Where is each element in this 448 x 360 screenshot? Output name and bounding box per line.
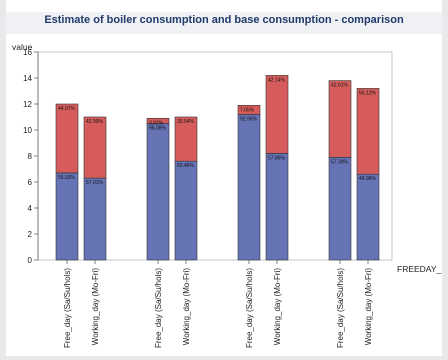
bar-segment-boiler (83, 116, 107, 179)
y-tick-label: 6 (28, 178, 33, 187)
data-label: 42.99% (86, 119, 104, 125)
y-tick-label: 14 (23, 74, 32, 83)
data-label: 57.39% (331, 159, 349, 165)
data-label: 49.98% (359, 176, 377, 182)
bar-segment-base (83, 177, 107, 261)
data-label: 69.46% (177, 163, 195, 169)
data-label: 7.05% (240, 107, 255, 113)
chart-panel: Estimate of boiler consumption and base … (6, 0, 442, 356)
bar-segment-base (237, 114, 261, 261)
y-tick-label: 8 (28, 152, 33, 161)
data-label: 92.96% (240, 116, 258, 122)
chart-canvas: value FREEDAY_ 0 2 4 6 8 10 12 14 16 44.07% 55.93%… (12, 42, 442, 348)
bar-segment-base (174, 160, 198, 261)
data-label: 55.93% (58, 175, 76, 181)
y-tick-label: 16 (23, 48, 32, 57)
data-label: 44.07% (58, 106, 76, 112)
bar-segment-base (265, 153, 289, 261)
data-label: 57.01% (86, 180, 104, 186)
bar-segment-base (146, 123, 170, 261)
bar-segment-boiler (356, 88, 380, 175)
bar-segment-boiler (265, 75, 289, 154)
data-label: 50.12% (359, 90, 377, 96)
y-tick-label: 0 (28, 256, 33, 265)
y-tick-label: 4 (28, 204, 33, 213)
x-tick-label: Working_day (Mo-Fri) (273, 268, 282, 346)
x-tick-label: Free_day (Sa/Su/hols) (336, 268, 345, 348)
bar-segment-base (328, 157, 352, 261)
title-band (6, 12, 442, 34)
x-tick-label: Working_day (Mo-Fri) (364, 268, 373, 346)
data-label: 30.54% (177, 119, 195, 125)
y-tick-label: 10 (23, 126, 32, 135)
data-label: 42.14% (268, 77, 286, 83)
y-axis-title: value (12, 42, 33, 52)
x-tick-label: Free_day (Sa/Su/hols) (245, 268, 254, 348)
bar-segment-boiler (328, 80, 352, 158)
data-label: 42.61% (331, 83, 349, 89)
bar-segment-boiler (237, 105, 261, 115)
data-label: 3.92% (149, 120, 164, 126)
x-tick-label: Working_day (Mo-Fri) (182, 268, 191, 346)
bar-segment-boiler (146, 118, 170, 124)
x-tick-label: Free_day (Sa/Su/hols) (154, 268, 163, 348)
bar-segment-boiler (174, 116, 198, 162)
chart-title: Estimate of boiler consumption and base … (44, 14, 404, 26)
data-label: 57.86% (268, 155, 286, 161)
y-tick-label: 2 (28, 230, 33, 239)
x-tick-label: Free_day (Sa/Su/hols) (63, 268, 72, 348)
bar-segment-base (356, 173, 380, 261)
data-label: 96.08% (149, 126, 167, 132)
x-axis-title: FREEDAY_ (397, 264, 442, 274)
x-tick-label: Working_day (Mo-Fri) (91, 268, 100, 346)
bar-segment-base (55, 172, 79, 261)
y-tick-label: 12 (23, 100, 32, 109)
bar-segment-boiler (55, 103, 79, 174)
